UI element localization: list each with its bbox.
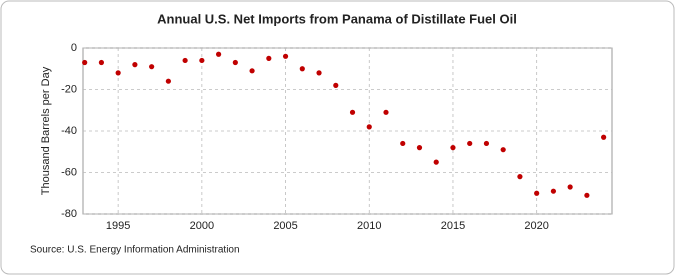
data-point [550, 188, 557, 194]
data-point [467, 140, 473, 147]
y-tick-label: -40 [61, 125, 77, 137]
data-point [534, 190, 540, 196]
data-point [132, 62, 138, 68]
data-point [282, 53, 289, 59]
x-tick-label: 2000 [190, 220, 214, 232]
data-point [215, 51, 222, 57]
data-point [232, 59, 238, 66]
data-point [82, 59, 88, 66]
source: Source: U.S. Energy Information Administ… [30, 245, 240, 256]
chart-title: Annual U.S. Net Imports from Panama of D… [157, 11, 517, 26]
data-point [400, 140, 406, 147]
data-point [349, 109, 356, 115]
data-point [115, 70, 121, 76]
x-tick-label: 2015 [441, 220, 465, 232]
data-point [98, 59, 105, 66]
y-tick-label: 0 [71, 42, 77, 54]
x-tick-label: 1995 [106, 220, 130, 232]
data-point [299, 66, 305, 72]
data-point [584, 192, 590, 198]
x-tick-label: 2010 [357, 220, 381, 232]
data-point [383, 109, 389, 115]
data-point [500, 147, 506, 153]
data-point [366, 124, 372, 130]
data-point [517, 174, 523, 180]
x-tick-label: 2020 [524, 220, 548, 232]
data-point [416, 145, 423, 151]
data-point [165, 78, 171, 84]
data-point [266, 55, 272, 61]
data-point [433, 159, 439, 165]
y-tick-label: -60 [61, 166, 77, 178]
data-point [149, 64, 155, 70]
data-point [601, 134, 607, 140]
data-point [182, 57, 188, 64]
y-axis-label: Thousand Barrels per Day [40, 66, 52, 195]
data-point [249, 68, 255, 74]
data-point [333, 82, 339, 88]
y-tick-label: -20 [61, 83, 77, 95]
data-point [483, 140, 490, 147]
data-point [316, 70, 322, 76]
data-point [199, 57, 205, 64]
y-tick-label: -80 [61, 208, 77, 220]
data-point [450, 145, 456, 151]
data-point [567, 184, 573, 190]
x-tick-label: 2005 [273, 220, 297, 232]
